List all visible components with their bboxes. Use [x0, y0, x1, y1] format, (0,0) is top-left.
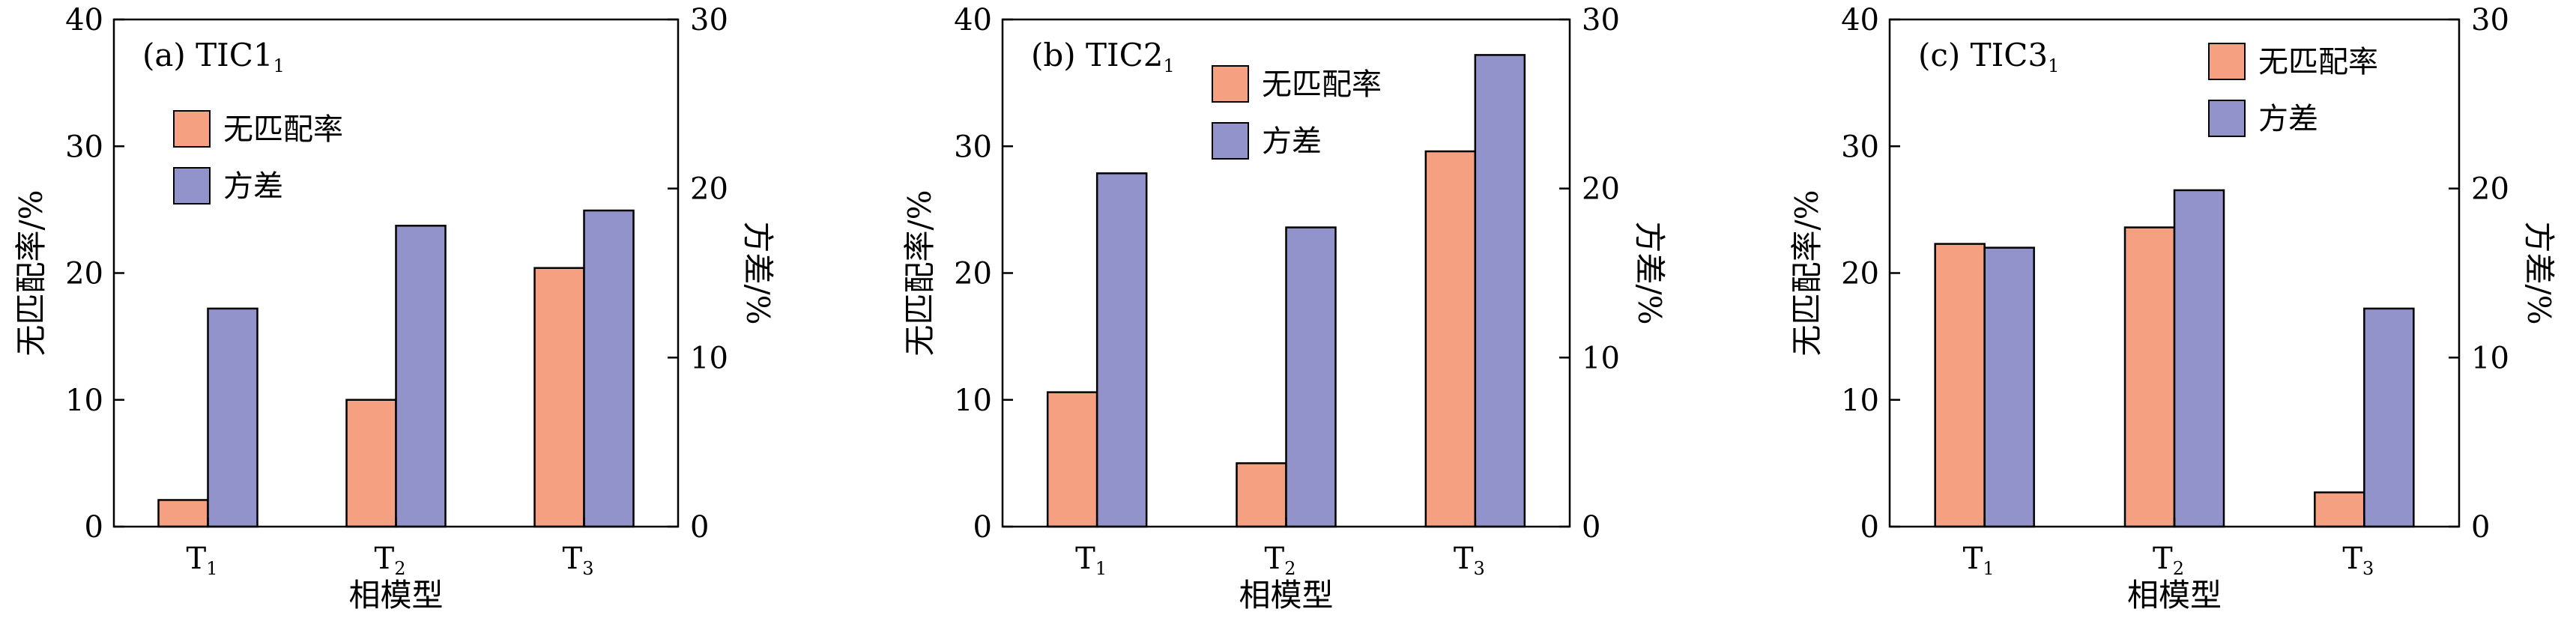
bar-mismatch-1: [1046, 391, 1098, 528]
y-right-tick-label: 0: [690, 510, 709, 545]
bar-variance-1: [1095, 172, 1148, 528]
legend-label: 方差: [223, 169, 283, 204]
y-right-axis-label: 方差/%: [2521, 221, 2557, 324]
y-right-tick-label: 30: [690, 3, 728, 37]
y-right-tick-label: 10: [690, 341, 728, 375]
panel-title: (a) TIC11: [142, 37, 285, 76]
bar-variance-2: [2173, 189, 2225, 528]
bar-variance-3: [2363, 307, 2415, 528]
y-left-tick-label: 40: [954, 3, 992, 37]
x-tick-label: T1: [1075, 542, 1107, 579]
bar-variance-2: [1285, 226, 1337, 528]
bar-mismatch-3: [1424, 150, 1477, 528]
panel-title: (c) TIC31: [1918, 37, 2059, 76]
y-left-tick-label: 10: [954, 384, 992, 418]
bar-variance-2: [395, 225, 447, 528]
y-left-tick-label: 40: [65, 3, 103, 37]
legend-label: 无匹配率: [223, 112, 343, 147]
x-tick-label: T1: [1963, 542, 1995, 579]
bar-mismatch-3: [533, 267, 585, 528]
y-right-tick-label: 0: [2471, 510, 2490, 545]
x-tick-label: T2: [2153, 542, 2184, 579]
x-axis-label: 相模型: [1239, 577, 1333, 614]
y-right-tick-label: 20: [2471, 172, 2509, 207]
y-right-tick-label: 20: [1582, 172, 1620, 207]
bar-mismatch-2: [345, 399, 397, 528]
y-left-tick-label: 30: [1841, 130, 1879, 164]
y-left-tick-label: 0: [973, 510, 992, 545]
x-tick-label: T2: [375, 542, 406, 579]
legend-swatch: [1212, 65, 1249, 103]
y-left-tick-label: 0: [85, 510, 103, 545]
bar-variance-3: [583, 209, 635, 528]
chart-panel-2: T1 T2 T3 0 10 20 30 40 0 10 20 30 无匹配率/% 方差/% 相模型 (b) T…: [901, 3, 1668, 614]
y-left-tick-label: 10: [1841, 384, 1879, 418]
x-tick-label: T3: [2342, 542, 2374, 579]
y-right-tick-label: 30: [1582, 3, 1620, 37]
bar-mismatch-3: [2314, 491, 2365, 528]
legend-swatch: [173, 167, 211, 205]
y-left-axis-label: 无匹配率/%: [1789, 190, 1825, 356]
legend-label: 无匹配率: [2258, 45, 2378, 79]
y-right-axis-label: 方差/%: [740, 221, 776, 324]
legend-swatch: [2208, 43, 2246, 80]
y-left-tick-label: 40: [1841, 3, 1879, 37]
x-axis-label: 相模型: [2127, 577, 2222, 614]
y-right-tick-label: 10: [2471, 341, 2509, 375]
x-tick-label: T2: [1265, 542, 1296, 579]
y-right-tick-label: 0: [1582, 510, 1600, 545]
y-left-tick-label: 30: [954, 130, 992, 164]
bar-variance-1: [1983, 246, 2035, 528]
legend-swatch: [173, 110, 211, 148]
y-right-tick-label: 10: [1582, 341, 1620, 375]
chart-panel-3: T1 T2 T3 0 10 20 30 40 0 10 20 30 无匹配率/% 方差/% 相模型 (c) T…: [1789, 3, 2557, 614]
chart-panel-1: T1 T2 T3 0 10 20 30 40 0 10 20 30 无匹配率/% 方差/% 相模型 (a) T…: [13, 3, 776, 614]
panel-title: (b) TIC21: [1031, 37, 1175, 76]
legend-swatch: [1212, 122, 1249, 160]
y-left-tick-label: 20: [954, 257, 992, 291]
y-left-tick-label: 10: [65, 384, 103, 418]
legend-swatch: [2208, 100, 2246, 137]
x-tick-label: T3: [563, 542, 594, 579]
bar-mismatch-2: [2123, 226, 2176, 528]
bar-mismatch-2: [1236, 462, 1287, 528]
y-left-axis-label: 无匹配率/%: [901, 190, 938, 356]
legend-label: 无匹配率: [1262, 67, 1382, 102]
legend-label: 方差: [2258, 102, 2318, 136]
x-tick-label: T3: [1454, 542, 1485, 579]
x-axis-label: 相模型: [348, 577, 443, 614]
y-left-tick-label: 20: [65, 257, 103, 291]
y-right-axis-label: 方差/%: [1631, 221, 1668, 324]
y-left-tick-label: 20: [1841, 257, 1879, 291]
bar-mismatch-1: [1934, 243, 1986, 528]
bar-mismatch-1: [157, 499, 209, 528]
legend-label: 方差: [1262, 124, 1322, 159]
y-left-axis-label: 无匹配率/%: [13, 190, 49, 356]
y-right-tick-label: 30: [2471, 3, 2509, 37]
y-left-tick-label: 0: [1860, 510, 1879, 545]
y-left-tick-label: 30: [65, 130, 103, 164]
x-tick-label: T1: [187, 542, 218, 579]
bar-variance-1: [207, 307, 258, 528]
y-right-tick-label: 20: [690, 172, 728, 207]
bar-variance-3: [1474, 54, 1526, 528]
